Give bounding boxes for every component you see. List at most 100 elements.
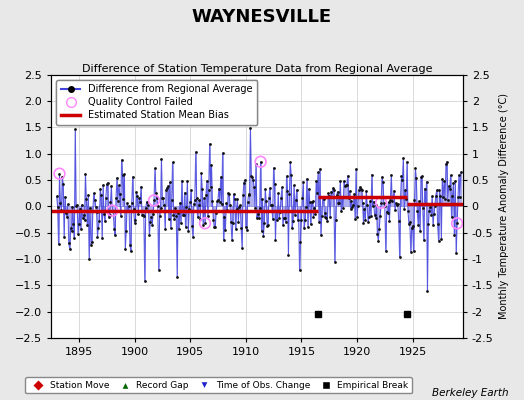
Point	[409, 248, 418, 254]
Point	[419, 205, 427, 211]
Point	[122, 228, 130, 234]
Point	[347, 198, 356, 204]
Point	[232, 226, 240, 232]
Point	[114, 198, 122, 204]
Point	[256, 204, 264, 211]
Point	[148, 221, 156, 228]
Point	[135, 195, 144, 202]
Point	[344, 195, 353, 202]
Point	[139, 213, 148, 219]
Point	[235, 204, 244, 210]
Point	[231, 196, 239, 202]
Point	[128, 174, 137, 180]
Point	[286, 159, 294, 165]
Point	[85, 256, 93, 262]
Point	[106, 199, 115, 205]
Point	[237, 225, 245, 232]
Point	[277, 195, 285, 201]
Point	[110, 226, 118, 232]
Point	[432, 187, 441, 193]
Point	[72, 202, 80, 209]
Point	[283, 188, 292, 194]
Point	[272, 208, 280, 214]
Point	[208, 162, 216, 168]
Point	[332, 217, 340, 224]
Point	[380, 203, 389, 209]
Point	[345, 188, 354, 194]
Point	[445, 186, 454, 192]
Point	[250, 184, 258, 190]
Point	[221, 226, 230, 233]
Point	[446, 172, 455, 179]
Point	[290, 182, 298, 189]
Point	[256, 158, 265, 165]
Point	[369, 198, 378, 205]
Point	[105, 212, 114, 218]
Point	[103, 181, 111, 188]
Point	[315, 219, 323, 225]
Point	[254, 211, 262, 217]
Point	[271, 237, 280, 243]
Point	[91, 196, 99, 203]
Point	[397, 173, 406, 179]
Point	[120, 171, 128, 178]
Point	[341, 183, 349, 190]
Point	[147, 214, 156, 220]
Text: Berkeley Earth: Berkeley Earth	[432, 388, 508, 398]
Point	[84, 192, 92, 198]
Point	[264, 222, 272, 228]
Point	[163, 184, 171, 191]
Point	[278, 184, 286, 191]
Point	[68, 228, 76, 235]
Point	[398, 177, 407, 183]
Point	[359, 220, 368, 226]
Point	[430, 210, 438, 217]
Point	[96, 186, 104, 193]
Point	[444, 183, 453, 189]
Point	[187, 187, 195, 193]
Point	[239, 192, 247, 198]
Point	[424, 221, 433, 228]
Point	[244, 199, 252, 205]
Point	[209, 216, 217, 223]
Point	[245, 190, 254, 197]
Point	[132, 189, 140, 195]
Point	[197, 170, 205, 176]
Point	[320, 213, 329, 220]
Point	[420, 237, 428, 243]
Point	[217, 201, 226, 207]
Point	[330, 186, 338, 193]
Point	[216, 174, 225, 180]
Point	[344, 172, 352, 179]
Point	[144, 208, 152, 214]
Point	[402, 196, 410, 202]
Point	[447, 214, 456, 220]
Point	[252, 160, 260, 167]
Point	[220, 214, 228, 220]
Point	[407, 248, 415, 255]
Point	[138, 212, 146, 218]
Point	[292, 197, 300, 203]
Point	[146, 218, 155, 225]
Point	[116, 191, 124, 197]
Point	[201, 220, 209, 226]
Point	[296, 267, 304, 274]
Point	[428, 193, 436, 200]
Point	[168, 197, 176, 204]
Point	[318, 213, 326, 220]
Point	[379, 179, 387, 186]
Point	[240, 179, 248, 186]
Point	[208, 198, 216, 204]
Point	[57, 207, 66, 213]
Legend: Station Move, Record Gap, Time of Obs. Change, Empirical Break: Station Move, Record Gap, Time of Obs. C…	[26, 377, 412, 394]
Point	[201, 220, 209, 226]
Point	[63, 201, 72, 208]
Point	[212, 210, 220, 216]
Point	[284, 252, 292, 258]
Point	[186, 199, 194, 205]
Point	[301, 217, 309, 224]
Point	[329, 185, 337, 191]
Point	[54, 241, 63, 248]
Point	[358, 199, 367, 206]
Point	[285, 190, 293, 197]
